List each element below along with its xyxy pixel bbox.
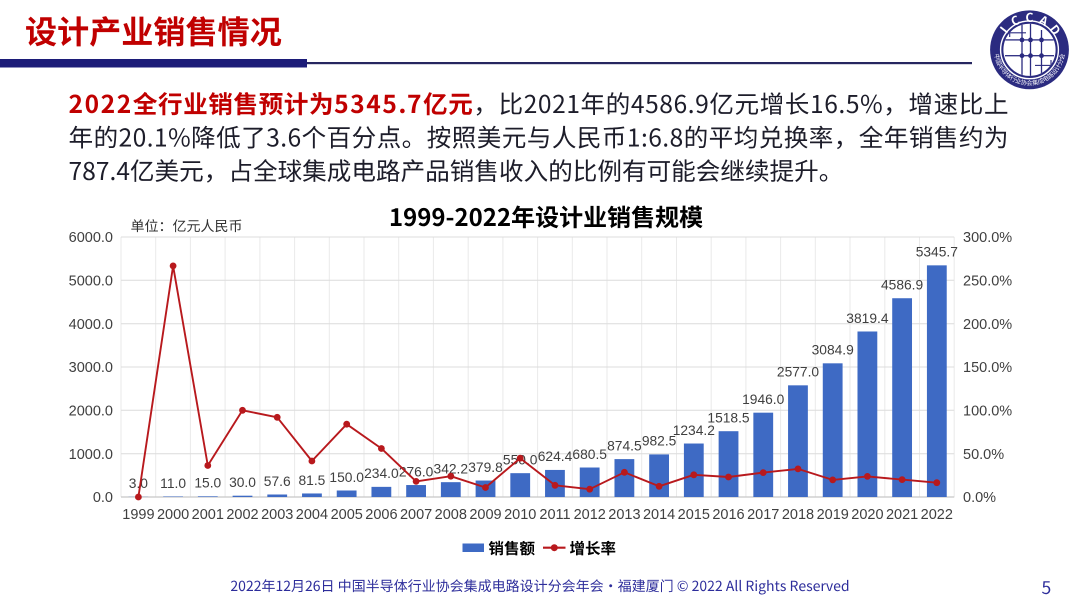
svg-text:2002: 2002	[226, 507, 258, 523]
svg-text:11.0: 11.0	[160, 476, 186, 491]
svg-text:0.0: 0.0	[93, 490, 113, 506]
svg-text:982.5: 982.5	[642, 434, 677, 449]
svg-text:57.6: 57.6	[264, 474, 291, 489]
svg-text:5345.7: 5345.7	[916, 245, 958, 260]
svg-text:1999: 1999	[122, 507, 154, 523]
svg-text:15.0: 15.0	[194, 476, 221, 491]
svg-text:300.0%: 300.0%	[963, 230, 1012, 246]
svg-text:874.5: 874.5	[607, 438, 642, 453]
svg-text:2577.0: 2577.0	[777, 365, 820, 380]
svg-text:2011: 2011	[539, 507, 570, 523]
svg-text:0.0%: 0.0%	[963, 490, 996, 506]
svg-text:5000.0: 5000.0	[69, 274, 113, 290]
svg-text:2015: 2015	[678, 507, 710, 523]
svg-text:100.0%: 100.0%	[963, 404, 1012, 420]
svg-text:2004: 2004	[296, 507, 328, 523]
svg-text:342.2: 342.2	[434, 462, 469, 477]
svg-text:4586.9: 4586.9	[881, 278, 924, 293]
svg-text:2000.0: 2000.0	[69, 404, 113, 420]
svg-text:3.0: 3.0	[129, 476, 149, 491]
svg-text:50.0%: 50.0%	[963, 447, 1004, 463]
svg-text:1518.5: 1518.5	[707, 411, 750, 426]
svg-text:4000.0: 4000.0	[69, 317, 113, 333]
svg-text:250.0%: 250.0%	[963, 274, 1012, 290]
svg-text:200.0%: 200.0%	[963, 317, 1012, 333]
svg-text:3000.0: 3000.0	[69, 360, 113, 376]
svg-text:3084.9: 3084.9	[812, 343, 855, 358]
svg-text:2018: 2018	[782, 507, 814, 523]
svg-text:2012: 2012	[574, 507, 606, 523]
svg-text:150.0%: 150.0%	[963, 360, 1012, 376]
svg-text:6000.0: 6000.0	[69, 230, 113, 246]
svg-text:2014: 2014	[643, 507, 675, 523]
svg-text:2001: 2001	[192, 507, 224, 523]
svg-text:2008: 2008	[435, 507, 467, 523]
svg-text:81.5: 81.5	[298, 473, 325, 488]
svg-text:680.5: 680.5	[572, 447, 607, 462]
svg-text:2010: 2010	[504, 507, 536, 523]
svg-text:2022: 2022	[921, 507, 953, 523]
svg-text:2016: 2016	[712, 507, 744, 523]
svg-text:30.0: 30.0	[229, 475, 256, 490]
svg-text:379.8: 379.8	[468, 460, 503, 475]
svg-text:150.0: 150.0	[329, 470, 364, 485]
svg-text:276.0: 276.0	[399, 464, 434, 479]
svg-text:2020: 2020	[851, 507, 883, 523]
svg-text:3819.4: 3819.4	[846, 311, 889, 326]
svg-text:2019: 2019	[817, 507, 849, 523]
svg-text:2013: 2013	[608, 507, 640, 523]
svg-text:2006: 2006	[365, 507, 397, 523]
svg-text:2007: 2007	[400, 507, 432, 523]
svg-text:234.0: 234.0	[364, 466, 399, 481]
svg-text:1000.0: 1000.0	[69, 447, 113, 463]
svg-text:2005: 2005	[331, 507, 363, 523]
svg-text:1946.0: 1946.0	[742, 392, 785, 407]
svg-text:2021: 2021	[886, 507, 918, 523]
svg-text:2009: 2009	[469, 507, 501, 523]
svg-text:2000: 2000	[157, 507, 189, 523]
svg-text:2003: 2003	[261, 507, 293, 523]
svg-text:624.4: 624.4	[538, 449, 573, 464]
svg-text:2017: 2017	[747, 507, 779, 523]
svg-text:1234.2: 1234.2	[673, 423, 715, 438]
